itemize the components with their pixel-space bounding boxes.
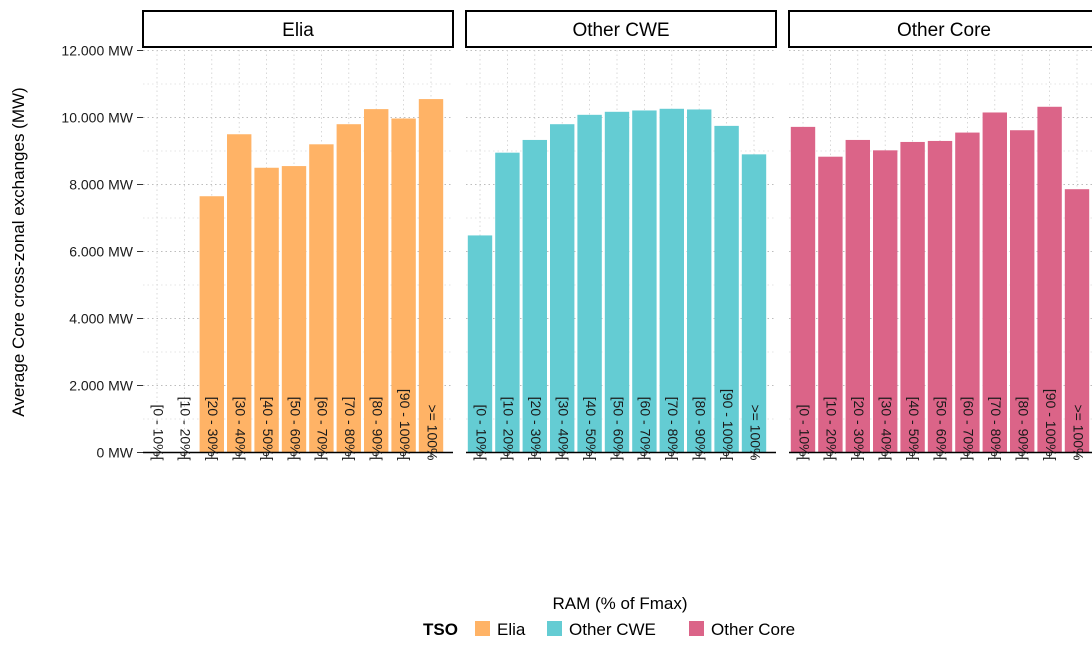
x-tick-label: [30 - 40%[: [555, 397, 571, 461]
x-tick-label: [50 - 60%[: [610, 397, 626, 461]
x-tick-label: [70 - 80%[: [342, 397, 358, 461]
bar: [714, 125, 739, 453]
bar: [632, 110, 657, 453]
bar: [982, 112, 1007, 453]
legend-key: [475, 621, 490, 636]
x-tick-label: [60 - 70%[: [638, 397, 654, 461]
bar: [1037, 106, 1062, 453]
facet-strip-label: Other CWE: [572, 20, 669, 41]
bar: [955, 132, 980, 453]
x-tick-label: [50 - 60%[: [933, 397, 949, 461]
legend-key: [547, 621, 562, 636]
legend-label: Other Core: [711, 620, 795, 639]
y-tick-label: 6.000 MW: [69, 244, 134, 260]
bar: [927, 140, 953, 453]
x-tick-label: [70 - 80%[: [665, 397, 681, 461]
bar: [467, 235, 493, 453]
x-tick-label: [0 - 10%[: [473, 404, 489, 460]
bar: [604, 111, 630, 453]
bar: [687, 109, 712, 453]
bar: [495, 152, 520, 453]
legend-label: Other CWE: [569, 620, 656, 639]
facet-strip: [142, 10, 454, 48]
x-tick-label: [0 - 10%[: [796, 404, 812, 460]
panel-other-cwe: Other CWE [0 - 10%[ [10 - 20%[ [20 - 30%[ [3…: [465, 10, 777, 461]
legend-key: [689, 621, 704, 636]
bar: [336, 124, 361, 453]
bar: [522, 139, 547, 453]
x-tick-label: [40 - 50%[: [260, 397, 276, 461]
x-tick-label: [20 - 30%[: [851, 397, 867, 461]
bar: [418, 99, 444, 453]
x-tick-label: >= 100%: [747, 404, 763, 460]
y-tick-label: 4.000 MW: [69, 311, 134, 327]
legend-title: TSO: [423, 620, 458, 639]
facet-strip: [788, 10, 1092, 48]
panel-elia: Elia [0 - 10%[ [10 - 20%[ [20 - 30%[ [30 - 4…: [142, 10, 454, 461]
x-tick-label: [90 - 100%[: [397, 389, 413, 461]
x-tick-label: [20 - 30%[: [528, 397, 544, 461]
bar: [845, 139, 870, 453]
bar: [199, 196, 224, 453]
bar: [364, 109, 389, 453]
x-tick-label: [40 - 50%[: [583, 397, 599, 461]
bar: [391, 118, 416, 453]
bar: [790, 126, 816, 453]
y-axis: 0 MW 2.000 MW 4.000 MW 6.000 MW 8.000 MW 10.0…: [61, 43, 143, 461]
y-tick-label: 0 MW: [96, 445, 133, 461]
bar: [550, 124, 575, 453]
x-tick-label: [70 - 80%[: [988, 397, 1004, 461]
x-tick-label: [80 - 90%[: [369, 397, 385, 461]
facet-strip: [465, 10, 777, 48]
bar: [577, 114, 602, 453]
x-tick-label: [30 - 40%[: [878, 397, 894, 461]
y-tick-label: 10.000 MW: [61, 110, 133, 126]
panel-other-core: Other Core [0 - 10%[ [10 - 20%[ [20 - 30%[ […: [788, 10, 1092, 461]
x-tick-label: >= 100%: [424, 404, 440, 460]
y-tick-label: 2.000 MW: [69, 378, 134, 394]
x-tick-label: [50 - 60%[: [287, 397, 303, 461]
x-tick-label: [10 - 20%[: [178, 397, 194, 461]
x-tick-label: [80 - 90%[: [692, 397, 708, 461]
bar: [254, 167, 279, 453]
y-tick-label: 12.000 MW: [61, 43, 133, 59]
bar: [1010, 130, 1035, 453]
x-tick-label: [10 - 20%[: [501, 397, 517, 461]
legend: TSO Elia Other CWE Other Core: [423, 620, 795, 639]
x-tick-label: [60 - 70%[: [961, 397, 977, 461]
bar: [741, 154, 767, 453]
bar: [309, 144, 334, 453]
bar: [900, 141, 925, 453]
x-tick-label: [20 - 30%[: [205, 397, 221, 461]
x-tick-label: [90 - 100%[: [1043, 389, 1059, 461]
facet-strip-label: Elia: [282, 20, 314, 41]
x-tick-label: [90 - 100%[: [720, 389, 736, 461]
x-axis-title: RAM (% of Fmax): [552, 594, 687, 613]
bar: [1064, 189, 1090, 453]
bar: [818, 156, 843, 453]
x-tick-label: [0 - 10%[: [150, 404, 166, 460]
x-tick-label: [10 - 20%[: [824, 397, 840, 461]
x-tick-label: [60 - 70%[: [315, 397, 331, 461]
bar: [281, 166, 307, 453]
bar: [659, 108, 684, 453]
bar: [873, 150, 898, 453]
x-tick-label: >= 100%: [1070, 404, 1086, 460]
facet-strip-label: Other Core: [897, 20, 991, 41]
x-tick-label: [30 - 40%[: [232, 397, 248, 461]
y-axis-title: Average Core cross-zonal exchanges (MW): [9, 87, 28, 416]
bar: [227, 134, 252, 453]
x-tick-label: [40 - 50%[: [906, 397, 922, 461]
legend-label: Elia: [497, 620, 526, 639]
y-tick-label: 8.000 MW: [69, 177, 134, 193]
x-tick-label: [80 - 90%[: [1015, 397, 1031, 461]
facet-panels: Elia [0 - 10%[ [10 - 20%[ [20 - 30%[ [30 - 4…: [142, 10, 1092, 461]
